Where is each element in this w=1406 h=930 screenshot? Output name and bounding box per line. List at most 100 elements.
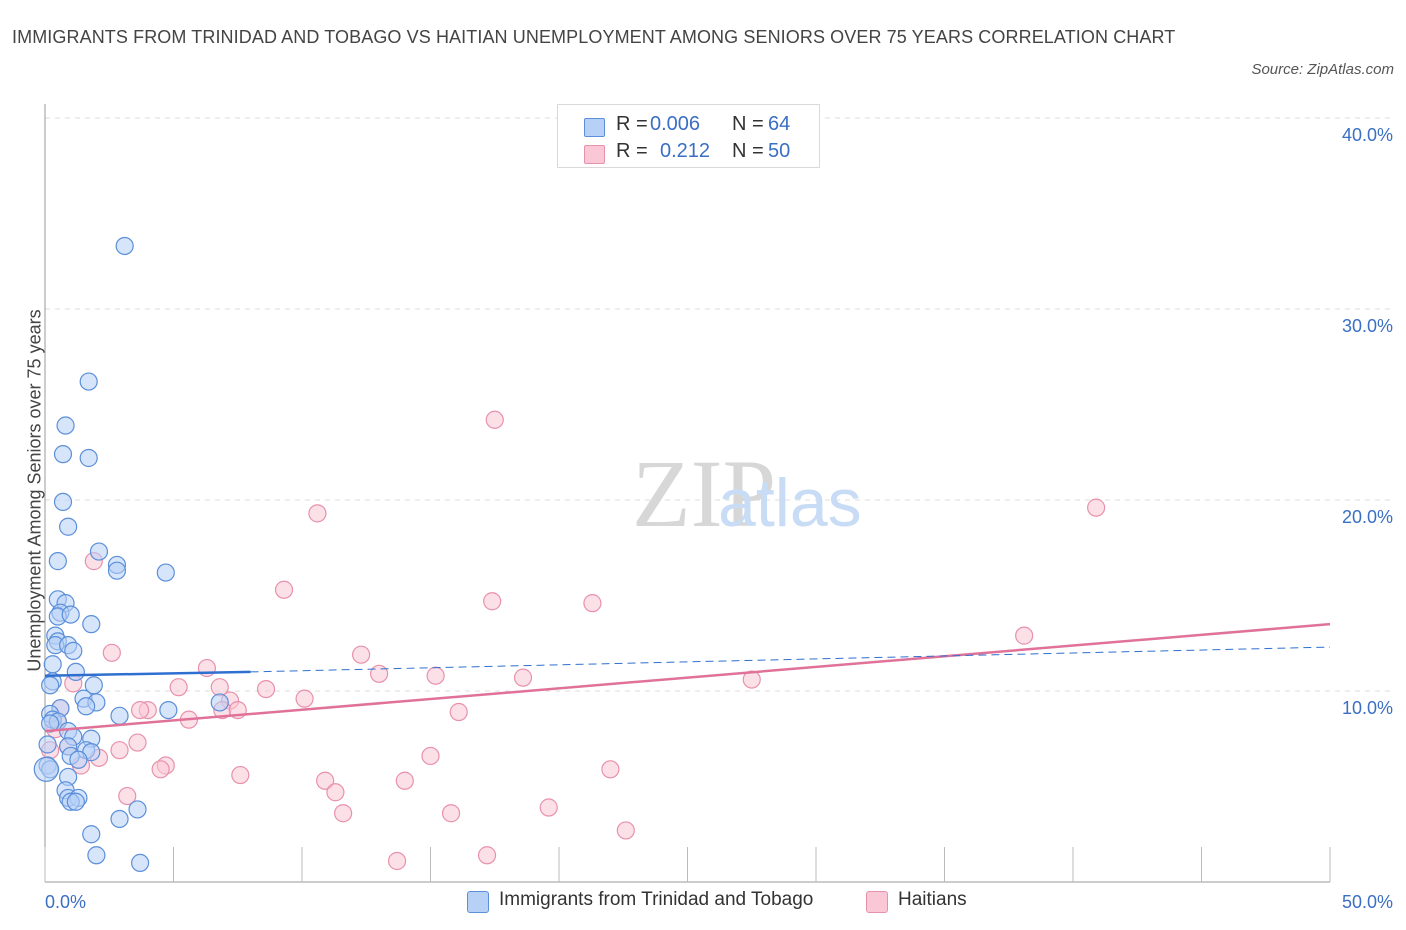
trinidad-point xyxy=(82,825,101,844)
trinidad-point xyxy=(115,236,134,256)
y-axis-title: Unemployment Among Seniors over 75 years xyxy=(24,309,45,672)
x-tick-labels: 0.0% 50.0% xyxy=(45,892,1393,912)
trinidad-point xyxy=(64,641,83,660)
bottom-legend-swatch-pink xyxy=(866,891,888,913)
trinidad-point xyxy=(77,697,96,716)
haitians-point xyxy=(421,746,440,766)
trinidad-point xyxy=(128,800,147,819)
trinidad-point xyxy=(156,563,175,582)
trinidad-point xyxy=(210,693,229,712)
haitians-point xyxy=(169,678,188,697)
haitians-point xyxy=(326,783,345,802)
trinidad-trend-line xyxy=(44,670,251,677)
trinidad-point xyxy=(130,853,150,873)
trinidad-point xyxy=(33,756,59,782)
bottom-legend-label: Haitians xyxy=(898,889,967,910)
haitians-point xyxy=(256,679,276,699)
trinidad-point xyxy=(69,750,88,769)
trinidad-point xyxy=(107,561,127,580)
y-tick-labels: 10.0% 20.0% 30.0% 40.0% xyxy=(1342,125,1393,718)
haitians-point xyxy=(441,804,461,823)
trinidad-trend-extension xyxy=(250,646,1331,673)
trinidad-point xyxy=(79,448,98,468)
legend-r-value: 0.006 xyxy=(650,113,701,135)
legend-r-label: R = xyxy=(616,113,648,135)
haitians-point xyxy=(616,821,635,840)
legend-r-value: 0.212 xyxy=(660,140,711,162)
haitians-point xyxy=(316,771,335,790)
haitians-point xyxy=(151,760,170,779)
trinidad-point xyxy=(53,492,73,512)
haitians-point xyxy=(352,645,371,664)
trinidad-points xyxy=(33,236,229,873)
trinidad-point xyxy=(66,792,85,811)
haitians-point xyxy=(485,410,504,429)
legend-n-label: N = xyxy=(732,140,764,162)
trinidad-point xyxy=(41,714,60,733)
trinidad-point xyxy=(61,605,80,624)
trinidad-point xyxy=(110,809,129,829)
trinidad-point xyxy=(82,615,101,634)
trinidad-point xyxy=(66,662,85,682)
bottom-legend-trinidad: Immigrants from Trinidad and Tobago xyxy=(467,888,847,916)
trinidad-point xyxy=(89,542,109,561)
trinidad-point xyxy=(48,552,67,571)
haitians-point xyxy=(539,798,558,817)
haitians-point xyxy=(601,760,620,779)
watermark-zip: ZIP xyxy=(632,440,776,547)
haitians-point xyxy=(477,846,497,865)
haitians-point xyxy=(128,733,147,752)
watermark-atlas: atlas xyxy=(718,465,862,541)
haitians-point xyxy=(110,741,129,760)
haitians-point xyxy=(1087,498,1106,517)
haitians-point xyxy=(1015,626,1034,645)
haitians-point xyxy=(274,580,294,599)
haitians-trend-line xyxy=(44,622,1331,733)
haitians-point xyxy=(395,771,414,790)
chart-title: IMMIGRANTS FROM TRINIDAD AND TOBAGO VS H… xyxy=(12,27,1176,47)
legend-r-label: R = xyxy=(616,140,648,162)
haitians-point xyxy=(295,689,314,708)
legend-n-value: 50 xyxy=(768,140,791,162)
trinidad-point xyxy=(79,372,98,391)
trinidad-point xyxy=(59,517,78,536)
legend-n-label: N = xyxy=(732,113,764,135)
bottom-legend-haitians: Haitians xyxy=(866,888,1006,916)
haitians-point xyxy=(483,592,502,611)
haitians-point xyxy=(102,643,121,662)
correlation-legend: R = 0.006 N = 64 R = 0.212 N = 50 xyxy=(557,104,820,168)
bottom-legend-label: Immigrants from Trinidad and Tobago xyxy=(499,889,814,910)
trinidad-point xyxy=(110,706,129,725)
haitians-point xyxy=(449,702,468,722)
haitians-point xyxy=(370,664,389,683)
y-tick-label: 40.0% xyxy=(1342,125,1393,145)
axes xyxy=(44,104,1331,883)
haitians-point xyxy=(426,666,445,685)
legend-swatch-blue xyxy=(584,118,605,137)
trinidad-point xyxy=(53,445,73,464)
haitians-point xyxy=(513,668,533,687)
haitians-points xyxy=(41,410,1106,871)
trinidad-point xyxy=(56,416,75,435)
trinidad-point xyxy=(159,700,178,720)
haitians-point xyxy=(130,700,150,720)
trinidad-point xyxy=(87,846,106,865)
y-tick-label: 20.0% xyxy=(1342,507,1393,527)
haitians-point xyxy=(308,504,327,523)
trinidad-point xyxy=(43,655,62,674)
watermark: ZIP atlas xyxy=(632,440,862,547)
haitians-point xyxy=(334,804,353,823)
haitians-point xyxy=(231,765,250,785)
x-tick-label: 50.0% xyxy=(1342,892,1393,912)
source-label: Source: ZipAtlas.com xyxy=(1251,61,1394,78)
trend-lines xyxy=(44,622,1331,733)
haitians-point xyxy=(118,786,137,806)
y-tick-label: 30.0% xyxy=(1342,316,1393,336)
y-tick-label: 10.0% xyxy=(1342,698,1393,718)
x-tick-label: 0.0% xyxy=(45,892,86,912)
haitians-point xyxy=(387,851,407,871)
haitians-point xyxy=(583,594,602,613)
bottom-legend-swatch-blue xyxy=(467,891,489,913)
legend-n-value: 64 xyxy=(768,113,791,135)
